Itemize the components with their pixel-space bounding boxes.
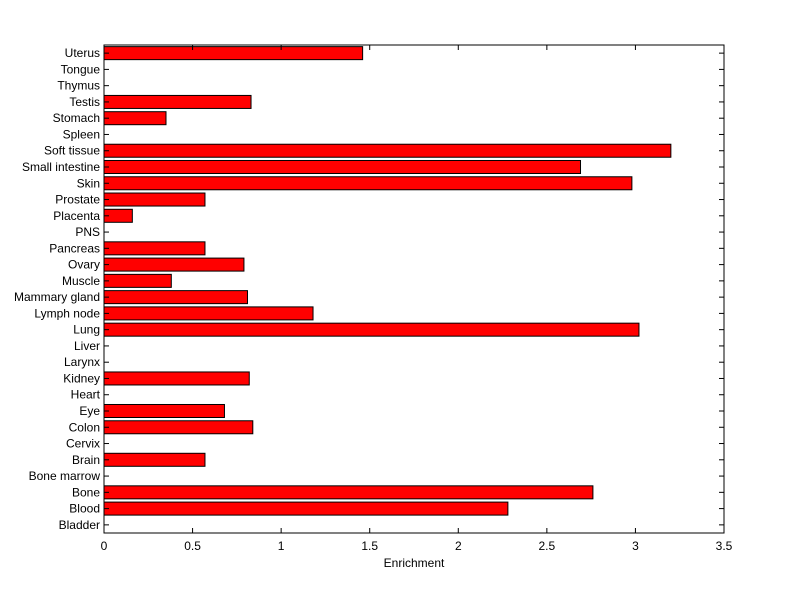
y-tick-label: Kidney <box>63 371 100 385</box>
bar-muscle <box>103 273 172 288</box>
y-tick-label: Placenta <box>53 209 100 223</box>
y-tick-label: Heart <box>71 388 101 402</box>
y-tick-label: Small intestine <box>22 160 100 174</box>
bar-ovary <box>103 257 245 272</box>
y-tick-label: Muscle <box>62 274 100 288</box>
bar-stomach <box>103 111 167 126</box>
y-tick-label: Testis <box>69 95 100 109</box>
y-tick-label: Bone <box>72 485 100 499</box>
bar-uterus <box>103 46 364 61</box>
bar-blood <box>103 501 509 516</box>
y-tick-label: Stomach <box>53 111 100 125</box>
y-tick-label: Liver <box>74 339 100 353</box>
x-tick-label: 2 <box>455 539 462 553</box>
y-tick-label: Bladder <box>59 518 100 532</box>
y-tick-label: Uterus <box>65 46 100 60</box>
x-axis-title: Enrichment <box>384 556 445 570</box>
y-tick-label: Brain <box>72 453 100 467</box>
y-tick-label: Blood <box>69 502 100 516</box>
bar-eye <box>103 403 225 418</box>
y-tick-label: Pancreas <box>49 241 100 255</box>
bar-kidney <box>103 371 250 386</box>
bar-lung <box>103 322 640 337</box>
bar-testis <box>103 94 252 109</box>
y-tick-label: Spleen <box>63 127 100 141</box>
bar-bone <box>103 485 594 500</box>
bar-brain <box>103 452 206 467</box>
bar-mammary-gland <box>103 290 248 305</box>
y-tick-label: Ovary <box>68 258 100 272</box>
x-tick-label: 2.5 <box>539 539 556 553</box>
x-tick-label: 1.5 <box>361 539 378 553</box>
x-tick-label: 0 <box>101 539 108 553</box>
bar-prostate <box>103 192 206 207</box>
y-tick-label: Tongue <box>61 62 101 76</box>
bar-small-intestine <box>103 159 582 175</box>
x-tick-label: 1 <box>278 539 285 553</box>
plot-area <box>104 45 724 533</box>
x-ticks-group: 0 0.5 1 1.5 2 2.5 3 3.5 <box>101 45 733 553</box>
y-tick-label: Lymph node <box>34 306 100 320</box>
y-tick-label: Mammary gland <box>14 290 100 304</box>
bar-skin <box>103 176 633 191</box>
y-tick-label: Soft tissue <box>44 144 100 158</box>
y-tick-label: Cervix <box>66 437 100 451</box>
bar-colon <box>103 420 254 435</box>
y-tick-label: Lung <box>73 323 100 337</box>
y-tick-label: Larynx <box>64 355 100 369</box>
bar-soft-tissue <box>103 143 672 158</box>
x-tick-label: 3.5 <box>716 539 733 553</box>
y-tick-label: Colon <box>69 420 100 434</box>
y-tick-label: Eye <box>79 404 100 418</box>
bar-pancreas <box>103 241 206 256</box>
y-ticks-group: Uterus Tongue Thymus Testis Stomach Spleen Sof… <box>14 46 724 532</box>
plot-frame <box>103 44 725 534</box>
y-tick-label: PNS <box>75 225 100 239</box>
y-tick-label: Bone marrow <box>29 469 101 483</box>
y-tick-label: Skin <box>77 176 100 190</box>
bar-lymph-node <box>103 306 314 321</box>
x-tick-label: 3 <box>632 539 639 553</box>
y-tick-label: Thymus <box>57 79 100 93</box>
x-tick-label: 0.5 <box>184 539 201 553</box>
y-tick-label: Prostate <box>55 193 100 207</box>
